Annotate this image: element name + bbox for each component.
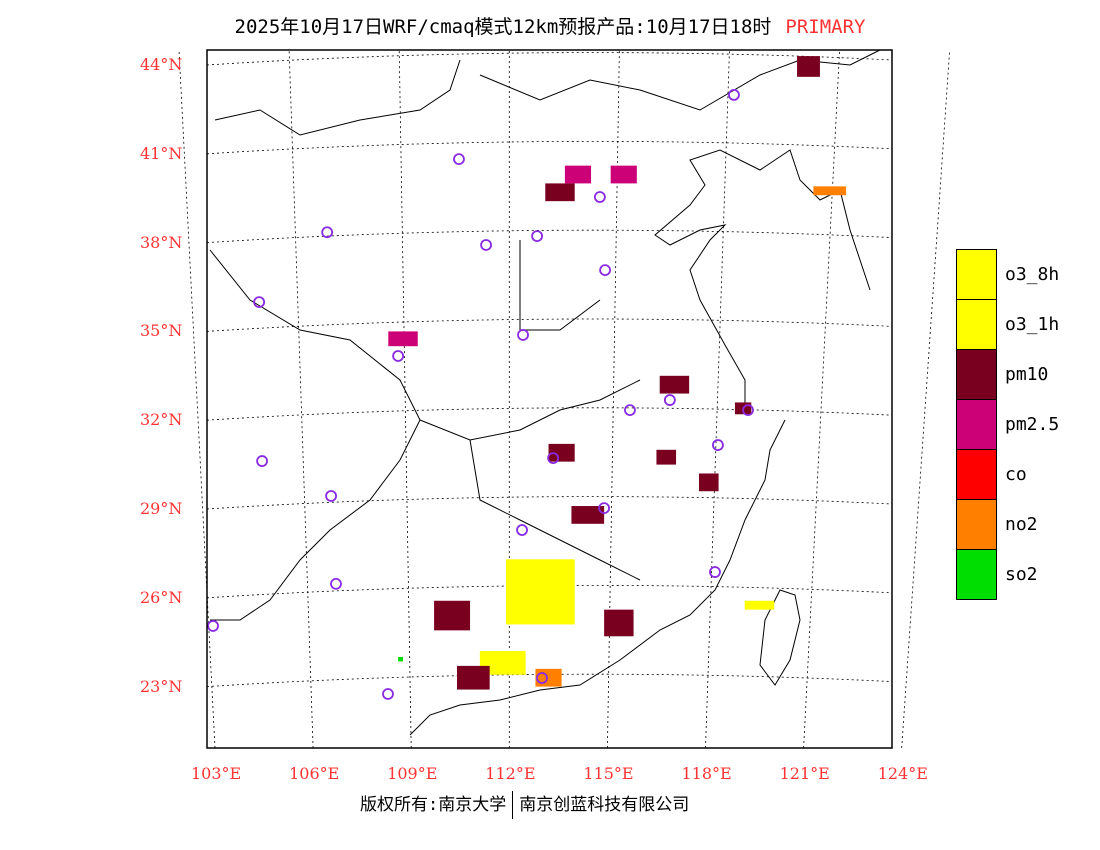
pollutant-area-pm2.5 <box>611 166 637 184</box>
legend-swatch <box>956 449 997 499</box>
lat-label: 32°N <box>140 410 182 429</box>
coastline-borders <box>210 50 880 735</box>
pollutant-area-so2 <box>398 657 403 661</box>
pollutant-area-pm10 <box>656 450 676 465</box>
legend-label: so2 <box>1005 564 1038 585</box>
legend-swatch <box>956 549 997 600</box>
graticule <box>179 50 950 748</box>
station-marker <box>383 689 393 699</box>
legend-swatch <box>956 499 997 549</box>
longitude-line <box>289 50 313 748</box>
pollutant-area-no2 <box>535 669 561 687</box>
lon-label: 109°E <box>387 764 437 783</box>
legend-swatch <box>956 249 997 299</box>
latitude-line <box>207 230 892 242</box>
lat-label: 41°N <box>140 144 182 163</box>
pollutant-area-pm10 <box>457 666 490 690</box>
legend-swatch <box>956 399 997 449</box>
latitude-line <box>207 497 892 509</box>
lon-label: 118°E <box>682 764 732 783</box>
divider <box>512 791 513 819</box>
lon-label: 115°E <box>583 764 633 783</box>
station-marker <box>257 456 267 466</box>
pollutant-area-no2 <box>813 186 846 195</box>
legend-label: no2 <box>1005 514 1038 535</box>
pollutant-area-pm2.5 <box>388 331 417 346</box>
map-frame <box>207 50 892 748</box>
copyright-left: 版权所有:南京大学 <box>360 795 506 815</box>
station-marker <box>326 491 336 501</box>
lon-label: 103°E <box>191 764 241 783</box>
lat-label: 26°N <box>140 588 182 607</box>
legend-label: o3_8h <box>1005 264 1059 285</box>
longitude-line <box>607 50 619 748</box>
station-marker <box>481 240 491 250</box>
legend-item: o3_1h <box>956 299 1059 349</box>
lat-label: 29°N <box>140 499 182 518</box>
legend-label: o3_1h <box>1005 314 1059 335</box>
pollutant-area-o3_1h <box>506 559 575 624</box>
station-marker <box>600 265 610 275</box>
station-marker <box>518 330 528 340</box>
legend-item: pm10 <box>956 349 1059 399</box>
copyright-right: 南京创蓝科技有限公司 <box>519 795 689 815</box>
legend-item: no2 <box>956 499 1059 549</box>
lon-label: 121°E <box>780 764 830 783</box>
legend: o3_8h o3_1h pm10 pm2.5 co no2 so2 <box>956 249 1059 599</box>
legend-item: co <box>956 449 1059 499</box>
station-marker <box>208 621 218 631</box>
station-marker <box>625 405 635 415</box>
lat-label: 23°N <box>140 677 182 696</box>
lat-label: 35°N <box>140 321 182 340</box>
copyright-footer: 版权所有:南京大学南京创蓝科技有限公司 <box>360 790 689 819</box>
legend-item: pm2.5 <box>956 399 1059 449</box>
station-marker <box>729 90 739 100</box>
legend-label: pm2.5 <box>1005 414 1059 435</box>
lon-label: 112°E <box>485 764 535 783</box>
station-marker <box>713 440 723 450</box>
station-marker <box>595 192 605 202</box>
pollutant-area-pm10 <box>604 610 633 637</box>
lat-label: 44°N <box>140 55 182 74</box>
longitude-line <box>804 50 840 748</box>
pollutant-area-pm10 <box>699 473 719 491</box>
legend-label: pm10 <box>1005 364 1048 385</box>
station-marker <box>665 395 675 405</box>
lat-label: 38°N <box>140 233 182 252</box>
legend-swatch <box>956 349 997 399</box>
latitude-line <box>207 408 892 420</box>
pollutant-area-o3_1h <box>745 601 774 610</box>
station-marker <box>454 154 464 164</box>
pollutant-area-pm10 <box>660 376 689 394</box>
pollutant-area-pm10 <box>434 601 470 631</box>
lon-label: 124°E <box>878 764 928 783</box>
legend-swatch <box>956 299 997 349</box>
legend-label: co <box>1005 464 1027 485</box>
pollutant-area-pm10 <box>797 56 820 77</box>
station-marker <box>532 231 542 241</box>
station-marker <box>331 579 341 589</box>
pollutant-area-pm2.5 <box>565 166 591 184</box>
legend-item: o3_8h <box>956 249 1059 299</box>
latitude-line <box>207 53 892 65</box>
station-marker <box>393 351 403 361</box>
latitude-line <box>207 141 892 153</box>
legend-item: so2 <box>956 549 1059 599</box>
station-marker <box>517 525 527 535</box>
longitude-line <box>706 50 730 748</box>
longitude-line <box>179 50 215 748</box>
lon-label: 106°E <box>289 764 339 783</box>
pollutant-area-pm10 <box>545 183 574 201</box>
longitude-line <box>902 50 950 748</box>
